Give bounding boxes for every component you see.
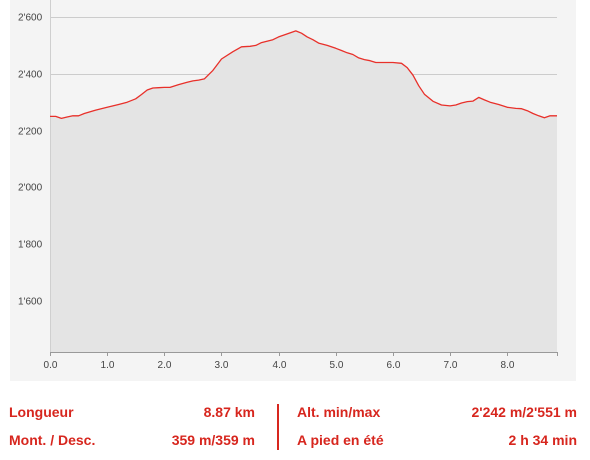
stats-divider xyxy=(277,404,279,450)
x-tick-label: 1.0 xyxy=(101,360,115,371)
x-tick-label: 4.0 xyxy=(273,360,287,371)
y-tick-label: 2'600 xyxy=(18,13,43,24)
updown-label: Mont. / Desc. xyxy=(9,432,96,448)
y-tick-label: 1'800 xyxy=(18,240,43,251)
route-stats: Longueur 8.87 km Mont. / Desc. 359 m/359… xyxy=(0,398,590,460)
length-value: 8.87 km xyxy=(203,404,255,420)
x-tick-label: 8.0 xyxy=(501,360,515,371)
y-tick-label: 2'000 xyxy=(18,183,43,194)
x-tick-label: 2.0 xyxy=(158,360,172,371)
altitude-value: 2'242 m/2'551 m xyxy=(471,404,577,420)
elevation-profile-chart: 1'600 1'800 2'000 2'200 2'400 2'600 0.0 1.0 2.0 3… xyxy=(18,0,558,372)
x-tick-label: 7.0 xyxy=(444,360,458,371)
x-tick-label: 3.0 xyxy=(215,360,229,371)
mode-value: 2 h 34 min xyxy=(508,432,577,448)
x-tick-label: 5.0 xyxy=(330,360,344,371)
axis-layer xyxy=(50,0,558,356)
altitude-label: Alt. min/max xyxy=(297,404,381,420)
y-tick-label: 1'600 xyxy=(18,297,43,308)
elevation-line xyxy=(50,30,557,120)
y-tick-label: 2'400 xyxy=(18,70,43,81)
updown-value: 359 m/359 m xyxy=(171,432,255,448)
x-tick-label: 0.0 xyxy=(44,360,58,371)
y-tick-label: 2'200 xyxy=(18,127,43,138)
x-tick-label: 6.0 xyxy=(387,360,401,371)
tick-labels: 1'600 1'800 2'000 2'200 2'400 2'600 0.0 1.0 2.0 3… xyxy=(18,13,515,372)
mode-label: A pied en été xyxy=(297,432,384,448)
length-label: Longueur xyxy=(9,404,74,420)
elevation-area xyxy=(50,30,557,353)
